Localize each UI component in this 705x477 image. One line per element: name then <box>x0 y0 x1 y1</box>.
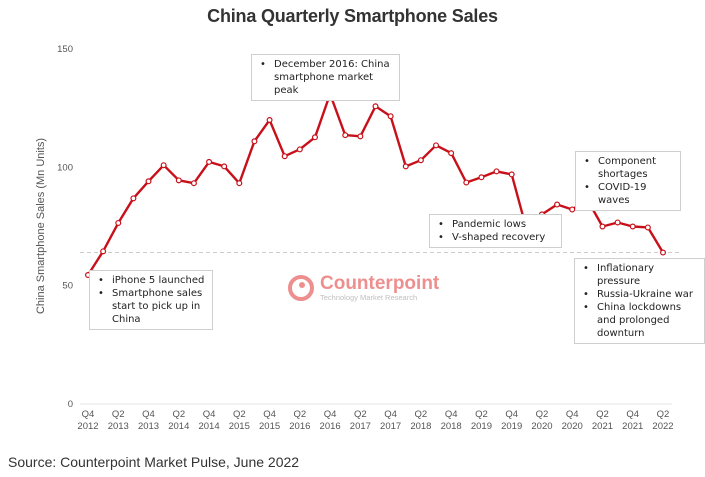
data-point <box>130 195 137 202</box>
data-point <box>478 174 485 181</box>
data-point <box>463 179 470 186</box>
y-tick-label: 100 <box>57 162 73 173</box>
logo-tagline: Technology Market Research <box>320 293 418 302</box>
annotation-peak: December 2016: China smartphone market p… <box>251 54 400 101</box>
counterpoint-logo: Counterpoint Technology Market Research <box>288 274 439 302</box>
x-tick-label: Q4 2012 <box>77 409 98 432</box>
x-tick-label: Q4 2015 <box>259 409 280 432</box>
y-tick-label: 50 <box>62 281 73 292</box>
data-point <box>175 177 182 184</box>
data-point <box>569 206 576 213</box>
data-point <box>266 116 273 123</box>
data-point <box>281 153 288 160</box>
annotation-pandemic: Pandemic lows V-shaped recovery <box>429 214 562 248</box>
data-point <box>206 158 213 165</box>
annotation-item: Pandemic lows <box>436 218 555 231</box>
data-point <box>402 163 409 170</box>
x-tick-label: Q4 2020 <box>562 409 583 432</box>
logo-mark-icon <box>288 275 314 301</box>
x-tick-label: Q4 2014 <box>198 409 219 432</box>
annotation-item: China lockdowns and prolonged downturn <box>581 301 698 340</box>
x-tick-label: Q2 2015 <box>229 409 250 432</box>
y-tick-label: 0 <box>68 399 73 410</box>
x-tick-label: Q2 2019 <box>471 409 492 432</box>
annotation-inflation: Inflationary pressure Russia-Ukraine war… <box>574 258 705 344</box>
data-point <box>190 180 197 187</box>
y-tick-label: 150 <box>57 44 73 55</box>
annotation-item: December 2016: China smartphone market p… <box>258 58 393 97</box>
x-tick-label: Q4 2019 <box>501 409 522 432</box>
x-tick-label: Q2 2021 <box>592 409 613 432</box>
data-point <box>115 219 122 226</box>
source-note: Source: Counterpoint Market Pulse, June … <box>8 454 300 470</box>
data-point <box>387 113 394 120</box>
annotation-item: Component shortages <box>582 155 674 181</box>
x-axis: Q4 2012 Q2 2013 Q4 2013 Q2 2014 Q4 2014 Q2 2015 Q4 20… <box>77 409 673 432</box>
x-tick-label: Q4 2018 <box>441 409 462 432</box>
data-point <box>448 150 455 157</box>
x-tick-label: Q4 2017 <box>380 409 401 432</box>
data-point <box>236 180 243 187</box>
data-point <box>508 171 515 178</box>
data-point <box>100 248 107 255</box>
annotation-item: iPhone 5 launched <box>96 274 206 287</box>
y-axis: 0 50 100 150 <box>57 44 672 410</box>
data-point <box>644 224 651 231</box>
annotation-component: Component shortages COVID-19 waves <box>575 151 681 211</box>
data-point <box>417 157 424 164</box>
x-tick-label: Q2 2014 <box>168 409 189 432</box>
data-point <box>296 146 303 153</box>
data-point <box>145 178 152 185</box>
data-point <box>251 138 258 145</box>
x-tick-label: Q2 2016 <box>289 409 310 432</box>
data-point <box>221 163 228 170</box>
x-tick-label: Q2 2013 <box>108 409 129 432</box>
data-point <box>433 142 440 149</box>
data-point <box>357 133 364 140</box>
x-tick-label: Q4 2021 <box>622 409 643 432</box>
y-axis-label: China Smartphone Sales (Mn Units) <box>35 138 47 314</box>
data-point <box>160 162 167 169</box>
data-point <box>342 132 349 139</box>
x-tick-label: Q2 2022 <box>652 409 673 432</box>
logo-name: Counterpoint <box>320 273 440 294</box>
annotation-item: V-shaped recovery <box>436 231 555 244</box>
data-point <box>493 168 500 175</box>
chart-title: China Quarterly Smartphone Sales <box>207 6 498 26</box>
data-point <box>372 103 379 110</box>
annotation-iphone: iPhone 5 launched Smartphone sales start… <box>89 270 213 330</box>
data-point <box>554 201 561 208</box>
data-point <box>311 134 318 141</box>
data-point <box>629 223 636 230</box>
annotation-item: COVID-19 waves <box>582 181 674 207</box>
data-point <box>659 249 666 256</box>
data-point <box>599 223 606 230</box>
x-tick-label: Q4 2013 <box>138 409 159 432</box>
data-point <box>614 219 621 226</box>
annotation-item: Russia-Ukraine war <box>581 288 698 301</box>
x-tick-label: Q2 2017 <box>350 409 371 432</box>
annotation-item: Smartphone sales start to pick up in Chi… <box>96 287 206 326</box>
x-tick-label: Q2 2020 <box>531 409 552 432</box>
x-tick-label: Q2 2018 <box>410 409 431 432</box>
annotation-item: Inflationary pressure <box>581 262 698 288</box>
x-tick-label: Q4 2016 <box>320 409 341 432</box>
